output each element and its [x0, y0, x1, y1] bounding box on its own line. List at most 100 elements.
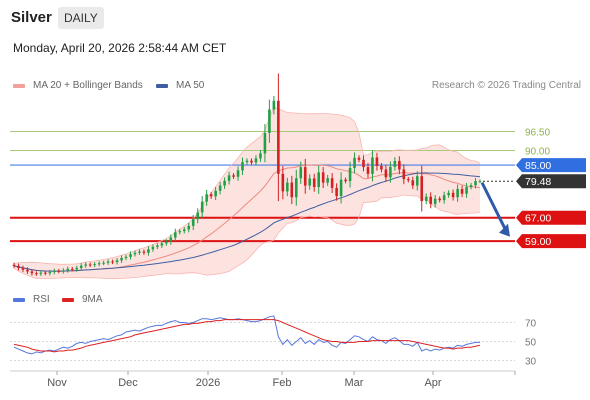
level-tag-67.00 — [516, 210, 586, 225]
candle-body — [290, 182, 294, 198]
candle-body — [61, 270, 65, 272]
rsi-line — [13, 315, 480, 355]
candle-body — [178, 231, 182, 233]
candle-body — [442, 195, 446, 201]
bollinger-upper-line — [13, 106, 481, 265]
candle-body — [460, 189, 464, 194]
candle-body — [93, 264, 96, 266]
candle-body — [424, 196, 428, 202]
candle-body — [241, 162, 244, 171]
candle-body — [115, 260, 119, 263]
candle-body — [263, 132, 267, 154]
candle-body — [456, 189, 459, 198]
rsi-9ma-line — [13, 319, 481, 353]
candle-body — [111, 261, 114, 263]
level-label-79.48: 79.48 — [525, 176, 551, 188]
candle-body — [447, 192, 450, 196]
candle-body — [438, 198, 441, 201]
candle-body — [339, 179, 343, 197]
candle-body — [371, 157, 374, 174]
level-tag-59.00 — [516, 234, 586, 249]
candle-body — [384, 169, 388, 178]
level-labels-layer: 96.50 90.00 85.00 79.48 67.00 59.00 — [516, 127, 586, 249]
candle-body — [120, 258, 123, 261]
level-lines-layer — [10, 130, 515, 243]
candle-body — [138, 251, 141, 253]
rsi-level-label-70: 70 — [525, 319, 537, 330]
ma50-line — [13, 172, 481, 272]
legend-9ma: 9MA — [62, 294, 103, 305]
rsi-level-label-50: 50 — [525, 338, 537, 349]
candle-body — [44, 272, 47, 274]
moving-average-layer — [13, 106, 481, 280]
rsi-level-label-30: 30 — [525, 357, 537, 368]
candle-body — [21, 267, 25, 270]
candle-body — [12, 264, 16, 266]
legend-rsi: RSI — [13, 294, 50, 305]
candle-body — [84, 264, 87, 266]
forecast-arrow-shaft — [480, 181, 508, 232]
candle-body — [26, 269, 29, 272]
x-tick-label-Apr: Apr — [424, 377, 441, 389]
candle-body — [209, 194, 213, 197]
candle-body — [129, 254, 132, 257]
candle-body — [415, 176, 419, 186]
candle-body — [407, 179, 410, 181]
candle-body — [57, 270, 61, 272]
candle-body — [330, 178, 334, 188]
level-tag-85.00 — [516, 158, 586, 173]
candle-body — [420, 176, 424, 202]
candle-body — [156, 245, 159, 247]
timeframe-button[interactable]: DAILY — [58, 7, 104, 29]
candle-body — [160, 243, 164, 246]
x-tick-label-Feb: Feb — [273, 377, 292, 389]
candle-body — [88, 264, 92, 266]
candle-body — [205, 194, 208, 202]
candle-body — [272, 100, 276, 110]
candle-body — [232, 175, 235, 177]
candle-body — [102, 262, 105, 264]
legend-label-ma20: MA 20 + Bollinger Bands — [33, 80, 143, 91]
candle-body — [465, 187, 468, 194]
candle-body — [133, 252, 137, 255]
candle-body — [236, 170, 240, 177]
candle-body — [353, 157, 356, 168]
rsi-panel: 70 50 30 — [10, 315, 537, 368]
legend-swatch-ma20 — [13, 83, 25, 88]
candle-body — [142, 251, 146, 253]
legend-swatch-rsi — [13, 297, 25, 302]
candle-body — [402, 169, 406, 180]
header-bar: Silver DAILY — [0, 0, 590, 36]
candle-body — [250, 160, 253, 163]
x-tick-label-Nov: Nov — [47, 377, 67, 389]
candle-body — [451, 192, 455, 198]
candle-body — [259, 153, 262, 159]
timestamp: Monday, April 20, 2026 2:58:44 AM CET — [13, 41, 227, 55]
credit-text: Research © 2026 Trading Central — [431, 80, 581, 91]
candle-body — [106, 261, 110, 263]
candle-body — [66, 268, 70, 271]
candles-layer — [12, 73, 482, 276]
candle-body — [312, 178, 316, 187]
x-tick-label-Mar: Mar — [345, 377, 364, 389]
candle-body — [48, 272, 52, 274]
candle-body — [245, 160, 249, 163]
legend-ma20-bollinger: MA 20 + Bollinger Bands — [13, 80, 143, 91]
candle-body — [281, 173, 285, 192]
level-label-59.00: 59.00 — [525, 236, 551, 248]
candle-body — [17, 265, 20, 268]
candle-body — [70, 268, 74, 270]
candle-body — [35, 273, 38, 275]
level-tag-79.48 — [516, 174, 586, 189]
candle-body — [469, 185, 473, 187]
candle-body — [79, 265, 83, 268]
candle-body — [191, 219, 195, 226]
legend-label-ma50: MA 50 — [176, 80, 205, 91]
candle-body — [474, 181, 477, 186]
candle-body — [97, 263, 101, 265]
bollinger-lower-line — [13, 194, 481, 280]
level-label-85.00: 85.00 — [525, 160, 551, 172]
x-tick-label-2026: 2026 — [196, 377, 220, 389]
candle-body — [294, 178, 298, 198]
